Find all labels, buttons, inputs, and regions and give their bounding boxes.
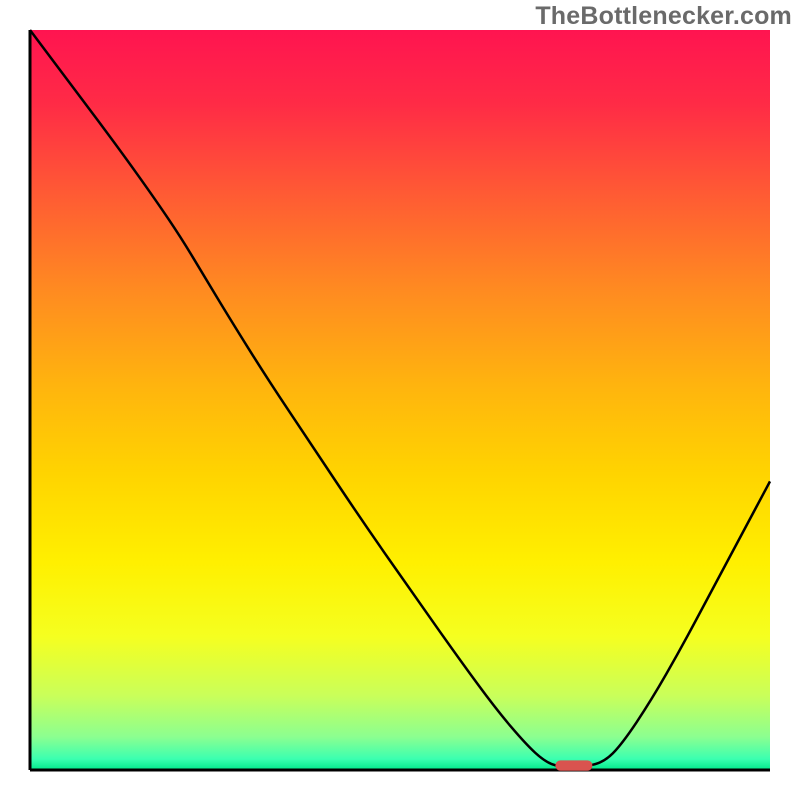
gradient-background (30, 30, 770, 770)
bottleneck-chart: TheBottlenecker.com (0, 0, 800, 800)
chart-svg (0, 0, 800, 800)
optimal-marker (555, 760, 592, 770)
watermark-text: TheBottlenecker.com (535, 2, 792, 31)
